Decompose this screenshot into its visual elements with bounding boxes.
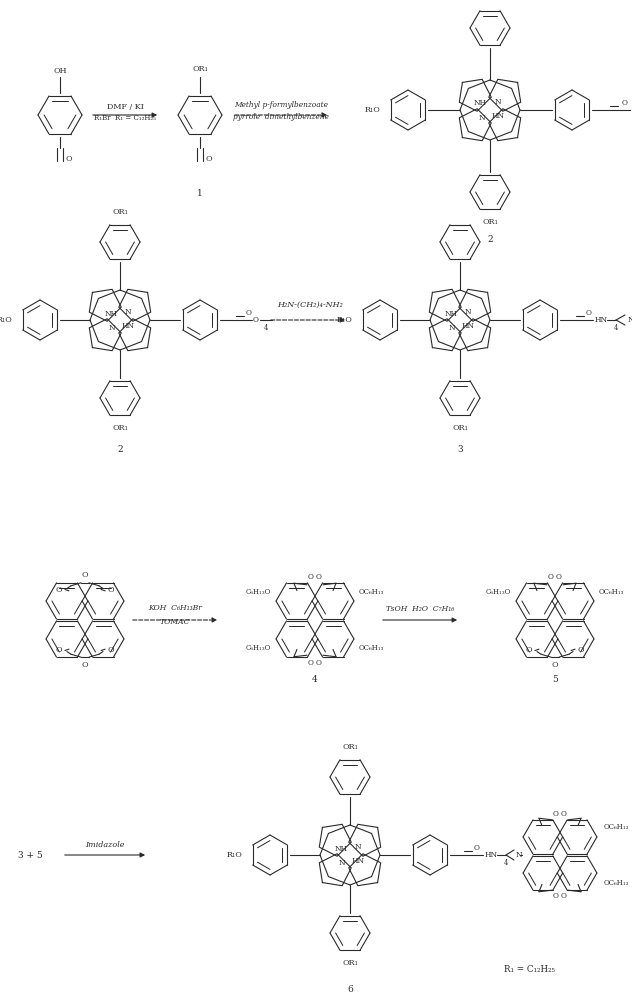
Text: O: O bbox=[308, 659, 314, 667]
Text: OR₁: OR₁ bbox=[342, 959, 358, 967]
Text: O: O bbox=[316, 573, 322, 581]
Text: O: O bbox=[253, 316, 259, 324]
Text: R₁Br  R₁ = C₁₂H₂₅: R₁Br R₁ = C₁₂H₂₅ bbox=[94, 114, 156, 122]
Text: N: N bbox=[449, 324, 455, 332]
Text: O: O bbox=[107, 646, 114, 654]
Text: O: O bbox=[586, 309, 592, 317]
Text: NH: NH bbox=[104, 310, 118, 318]
Text: O: O bbox=[474, 844, 480, 852]
Text: HN: HN bbox=[485, 851, 498, 859]
Text: NH₂: NH₂ bbox=[628, 316, 632, 324]
Text: HN: HN bbox=[351, 857, 365, 865]
Text: OR₁: OR₁ bbox=[452, 424, 468, 432]
Text: N: N bbox=[516, 851, 523, 859]
Text: OC₆H₁₃: OC₆H₁₃ bbox=[359, 588, 384, 596]
Text: OR₁: OR₁ bbox=[482, 0, 498, 2]
Text: 3: 3 bbox=[457, 446, 463, 454]
Text: O: O bbox=[552, 661, 558, 669]
Text: Methyl p-formylbenzoate: Methyl p-formylbenzoate bbox=[234, 101, 328, 109]
Text: OR₁: OR₁ bbox=[112, 208, 128, 216]
Text: 2: 2 bbox=[487, 235, 493, 244]
Text: N: N bbox=[495, 98, 501, 106]
Text: O: O bbox=[622, 99, 628, 107]
Text: KOH  C₆H₁₃Br: KOH C₆H₁₃Br bbox=[148, 604, 202, 612]
Text: OR₁: OR₁ bbox=[342, 743, 358, 751]
Text: N: N bbox=[479, 114, 485, 122]
Text: 4: 4 bbox=[312, 675, 318, 684]
Text: HN: HN bbox=[492, 112, 504, 120]
Text: 3 + 5: 3 + 5 bbox=[18, 850, 42, 859]
Text: C₆H₁₃O: C₆H₁₃O bbox=[246, 588, 271, 596]
Text: pyrrole  dimethylbenzene: pyrrole dimethylbenzene bbox=[233, 113, 329, 121]
Text: 4: 4 bbox=[264, 324, 268, 332]
Text: R₁O: R₁O bbox=[364, 106, 380, 114]
Text: O: O bbox=[316, 659, 322, 667]
Text: Imidazole: Imidazole bbox=[85, 841, 125, 849]
Text: OC₆H₁₃: OC₆H₁₃ bbox=[359, 644, 384, 652]
Text: O: O bbox=[107, 586, 114, 594]
Text: R₁O: R₁O bbox=[0, 316, 12, 324]
Text: R₁O: R₁O bbox=[226, 851, 242, 859]
Text: 5: 5 bbox=[552, 675, 558, 684]
Text: OH: OH bbox=[53, 67, 67, 75]
Text: N: N bbox=[125, 308, 131, 316]
Text: OC₆H₁₃: OC₆H₁₃ bbox=[599, 588, 624, 596]
Text: HN: HN bbox=[121, 322, 135, 330]
Text: DMF / KI: DMF / KI bbox=[107, 103, 143, 111]
Text: O: O bbox=[56, 646, 63, 654]
Text: O: O bbox=[82, 661, 88, 669]
Text: 2: 2 bbox=[117, 446, 123, 454]
Text: O: O bbox=[56, 586, 63, 594]
Text: O: O bbox=[82, 571, 88, 579]
Text: O: O bbox=[561, 892, 567, 900]
Text: OC₆H₁₃: OC₆H₁₃ bbox=[604, 823, 629, 831]
Text: NH: NH bbox=[334, 845, 348, 853]
Text: O: O bbox=[556, 573, 562, 581]
Text: HN: HN bbox=[461, 322, 475, 330]
Text: 1: 1 bbox=[197, 188, 203, 198]
Text: N: N bbox=[465, 308, 471, 316]
Text: OR₁: OR₁ bbox=[192, 65, 208, 73]
Text: 4: 4 bbox=[614, 324, 618, 332]
Text: O: O bbox=[553, 810, 559, 818]
Text: N: N bbox=[355, 843, 362, 851]
Text: C₆H₁₃O: C₆H₁₃O bbox=[485, 588, 511, 596]
Text: 6: 6 bbox=[347, 986, 353, 994]
Text: O: O bbox=[548, 573, 554, 581]
Text: O: O bbox=[578, 646, 585, 654]
Text: O: O bbox=[66, 155, 73, 163]
Text: TsOH  H₂O  C₇H₁₆: TsOH H₂O C₇H₁₆ bbox=[386, 605, 454, 613]
Text: HN: HN bbox=[595, 316, 608, 324]
Text: N: N bbox=[109, 324, 115, 332]
Text: OR₁: OR₁ bbox=[482, 218, 498, 226]
Text: O: O bbox=[561, 810, 567, 818]
Text: C₆H₁₃O: C₆H₁₃O bbox=[246, 644, 271, 652]
Text: N: N bbox=[339, 859, 345, 867]
Text: R₁ = C₁₂H₂₅: R₁ = C₁₂H₂₅ bbox=[504, 966, 556, 974]
Text: O: O bbox=[206, 155, 212, 163]
Text: OR₁: OR₁ bbox=[112, 424, 128, 432]
Text: O: O bbox=[246, 309, 252, 317]
Text: O: O bbox=[308, 573, 314, 581]
Text: O: O bbox=[526, 646, 532, 654]
Text: TOMAC: TOMAC bbox=[160, 618, 190, 626]
Text: OC₆H₁₃: OC₆H₁₃ bbox=[604, 879, 629, 887]
Text: NH: NH bbox=[473, 99, 487, 107]
Text: O: O bbox=[553, 892, 559, 900]
Text: H₂N-(CH₂)₄-NH₂: H₂N-(CH₂)₄-NH₂ bbox=[277, 301, 343, 309]
Text: 4: 4 bbox=[504, 859, 508, 867]
Text: R₁O: R₁O bbox=[336, 316, 352, 324]
Text: NH: NH bbox=[444, 310, 458, 318]
